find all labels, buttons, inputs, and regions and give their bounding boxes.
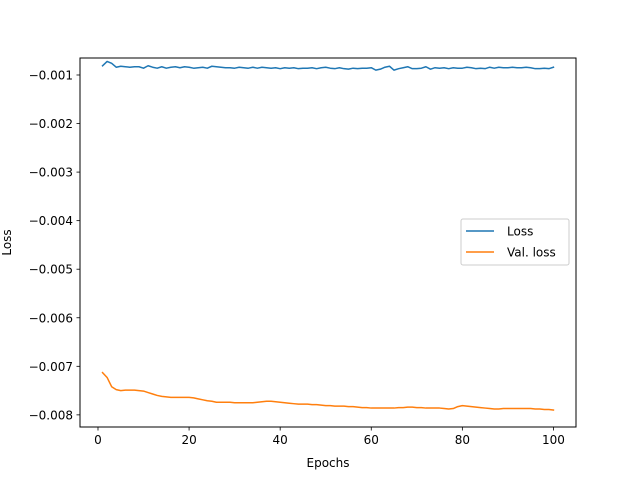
- y-tick-label: −0.005: [29, 263, 73, 277]
- y-tick-label: −0.008: [29, 408, 73, 422]
- x-tick-label: 100: [542, 433, 565, 447]
- y-axis-label: Loss: [0, 229, 14, 255]
- legend: Loss Val. loss: [460, 218, 570, 266]
- series-line-loss: [101, 60, 555, 71]
- y-tick-label: −0.007: [29, 360, 73, 374]
- x-axis-label: Epochs: [307, 456, 350, 470]
- legend-label-loss: Loss: [507, 225, 533, 239]
- y-tick-label: −0.001: [29, 68, 73, 82]
- y-axis: −0.001 −0.002 −0.003 −0.004 −0.005 −0.006 −0.0…: [29, 68, 80, 422]
- plot-frame: [79, 57, 577, 428]
- legend-label-val-loss: Val. loss: [507, 246, 556, 260]
- x-axis: 0 20 40 60 80 100: [94, 427, 565, 447]
- series-layer: [101, 60, 555, 411]
- x-tick-label: 0: [94, 433, 102, 447]
- y-tick-label: −0.004: [29, 214, 73, 228]
- y-tick-label: −0.002: [29, 117, 73, 131]
- x-tick-label: 40: [273, 433, 288, 447]
- x-tick-label: 80: [455, 433, 470, 447]
- x-tick-label: 60: [364, 433, 379, 447]
- y-tick-label: −0.006: [29, 311, 73, 325]
- y-tick-label: −0.003: [29, 166, 73, 180]
- series-line-val-loss: [101, 371, 555, 411]
- x-tick-label: 20: [181, 433, 196, 447]
